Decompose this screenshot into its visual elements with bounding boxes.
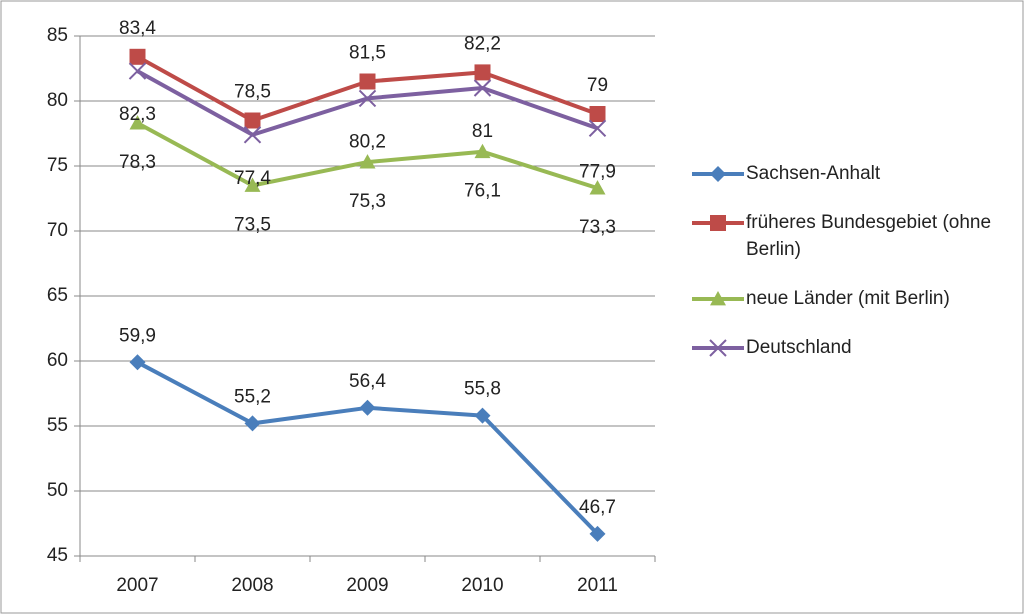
legend-label: früheres Bundesgebiet (ohne Berlin)	[746, 212, 992, 260]
point-marker	[129, 115, 146, 130]
y-tick-label: 85	[47, 25, 68, 46]
data-label: 73,5	[234, 215, 271, 236]
data-label: 77,4	[234, 168, 271, 189]
point-marker	[359, 399, 376, 416]
data-label: 77,9	[579, 161, 616, 182]
point-marker	[243, 126, 262, 144]
point-marker	[589, 525, 606, 542]
data-label: 76,1	[464, 181, 501, 202]
legend-marker	[710, 291, 726, 306]
legend-marker	[710, 215, 726, 231]
data-label: 59,9	[119, 325, 156, 346]
legend-label: Sachsen-Anhalt	[746, 163, 881, 184]
legend-icon	[692, 166, 744, 182]
legend-icon	[692, 291, 744, 306]
legend-marker	[710, 166, 726, 182]
point-marker	[588, 119, 607, 138]
point-marker	[244, 112, 261, 129]
point-marker	[244, 415, 261, 432]
point-marker	[589, 106, 606, 122]
data-label: 83,4	[119, 18, 156, 39]
y-tick-label: 70	[47, 220, 68, 241]
point-marker	[128, 62, 147, 80]
y-tick-label: 50	[47, 480, 68, 501]
data-label: 78,5	[234, 82, 271, 103]
data-label: 82,3	[119, 104, 156, 125]
legend-label: Deutschland	[746, 337, 852, 358]
legend-label: neue Länder (mit Berlin)	[746, 288, 950, 309]
point-marker	[358, 89, 377, 108]
point-marker	[129, 354, 146, 371]
data-label: 81,5	[349, 43, 386, 64]
point-marker	[474, 64, 491, 81]
point-marker	[359, 73, 376, 90]
y-tick-label: 55	[47, 415, 68, 436]
x-tick-label: 2011	[577, 575, 618, 596]
data-label: 78,3	[119, 152, 156, 173]
point-marker	[359, 154, 376, 169]
data-label: 46,7	[579, 497, 616, 518]
y-tick-label: 60	[47, 350, 68, 371]
x-tick-label: 2008	[231, 575, 273, 596]
y-tick-label: 80	[47, 90, 68, 111]
data-label: 75,3	[349, 191, 386, 212]
point-marker	[244, 177, 261, 192]
legend-icon	[692, 339, 744, 357]
data-label: 55,8	[464, 379, 501, 400]
point-marker	[474, 407, 491, 424]
data-label: 81	[472, 121, 493, 142]
data-label: 73,3	[579, 217, 616, 238]
data-label: 79	[587, 75, 608, 96]
legend: Sachsen-Anhalt früheres Bundesgebiet (ohn…	[690, 160, 1020, 383]
legend-item: Deutschland	[690, 334, 1020, 361]
legend-item: Sachsen-Anhalt	[690, 160, 1020, 187]
x-tick-label: 2009	[346, 575, 388, 596]
y-tick-label: 45	[47, 545, 68, 566]
data-label: 80,2	[349, 131, 386, 152]
point-marker	[589, 180, 606, 195]
x-tick-label: 2007	[116, 575, 158, 596]
data-label: 55,2	[234, 386, 271, 407]
point-marker	[129, 48, 146, 65]
data-label: 82,2	[464, 33, 501, 54]
point-marker	[473, 79, 492, 97]
y-tick-label: 75	[47, 155, 68, 176]
legend-item: früheres Bundesgebiet (ohne Berlin)	[690, 209, 1020, 263]
legend-icon	[692, 215, 744, 231]
x-tick-label: 2010	[461, 575, 503, 596]
legend-item: neue Länder (mit Berlin)	[690, 285, 1020, 312]
legend-marker	[709, 339, 727, 357]
data-label: 56,4	[349, 371, 386, 392]
point-marker	[474, 143, 491, 159]
y-tick-label: 65	[47, 285, 68, 306]
